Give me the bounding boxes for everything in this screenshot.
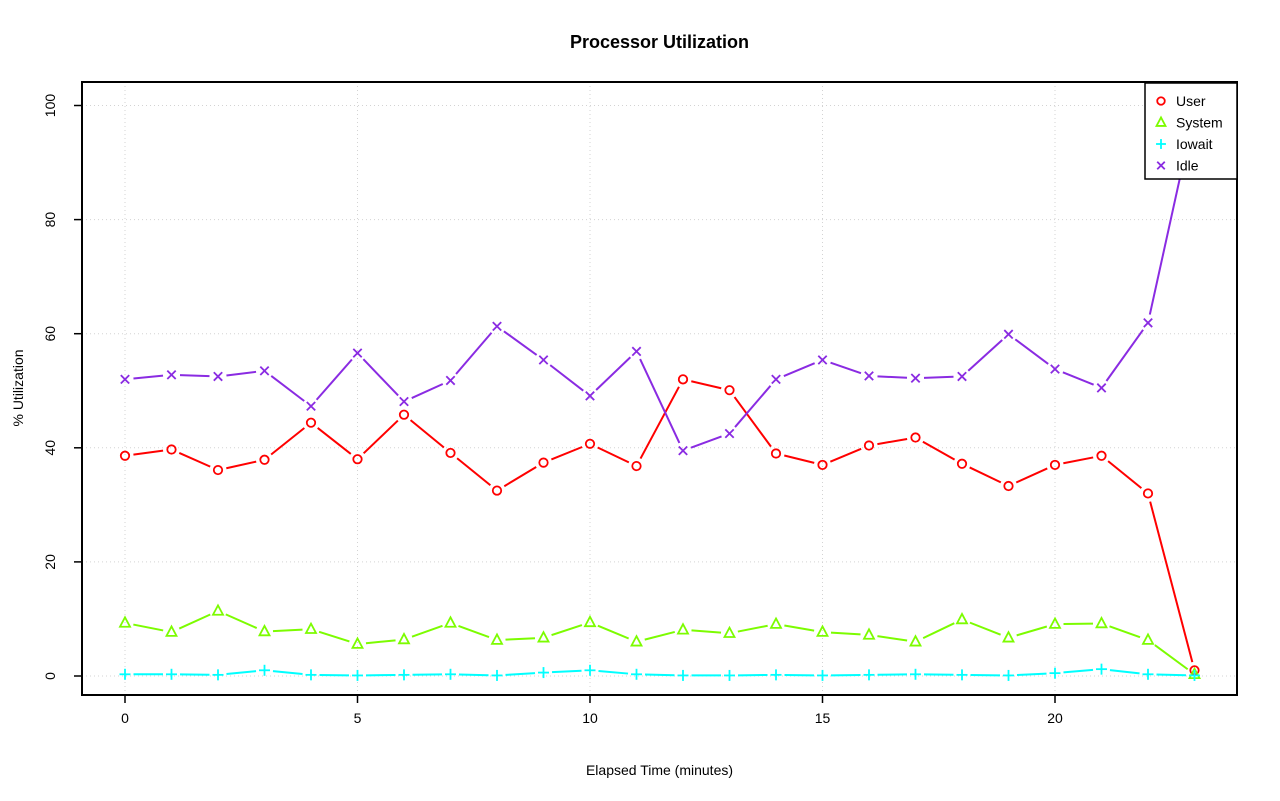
svg-text:15: 15 xyxy=(815,710,831,726)
svg-text:0: 0 xyxy=(42,672,58,680)
svg-text:0: 0 xyxy=(121,710,129,726)
svg-text:20: 20 xyxy=(42,554,58,570)
gridlines xyxy=(82,82,1237,695)
series-idle xyxy=(120,106,1200,456)
series-system xyxy=(118,603,1201,679)
svg-text:60: 60 xyxy=(42,326,58,342)
axis-ticks xyxy=(74,104,1056,703)
x-axis-label: Elapsed Time (minutes) xyxy=(585,762,734,778)
y-axis-label: % Utilization xyxy=(10,349,26,427)
legend-item-idle: Idle xyxy=(1156,158,1199,174)
svg-text:User: User xyxy=(1176,93,1206,109)
legend: User System Iowait Idle xyxy=(1144,82,1238,180)
svg-text:System: System xyxy=(1176,115,1223,131)
chart-title: Processor Utilization xyxy=(569,32,750,52)
legend-item-user: User xyxy=(1156,93,1206,109)
legend-item-system: System xyxy=(1155,115,1223,131)
plot-border xyxy=(81,81,1238,696)
svg-text:20: 20 xyxy=(1047,710,1063,726)
svg-text:40: 40 xyxy=(42,440,58,456)
series-iowait xyxy=(119,663,1200,681)
svg-text:Iowait: Iowait xyxy=(1176,136,1213,152)
legend-box xyxy=(1144,82,1238,180)
svg-text:Idle: Idle xyxy=(1176,158,1199,174)
svg-text:100: 100 xyxy=(42,94,58,118)
svg-text:10: 10 xyxy=(582,710,598,726)
svg-text:80: 80 xyxy=(42,212,58,228)
series-user xyxy=(119,374,1200,676)
axis-tick-labels: 0 5 10 15 20 0 20 40 60 80 100 xyxy=(42,94,1063,726)
svg-text:5: 5 xyxy=(354,710,362,726)
legend-item-iowait: Iowait xyxy=(1156,136,1213,152)
